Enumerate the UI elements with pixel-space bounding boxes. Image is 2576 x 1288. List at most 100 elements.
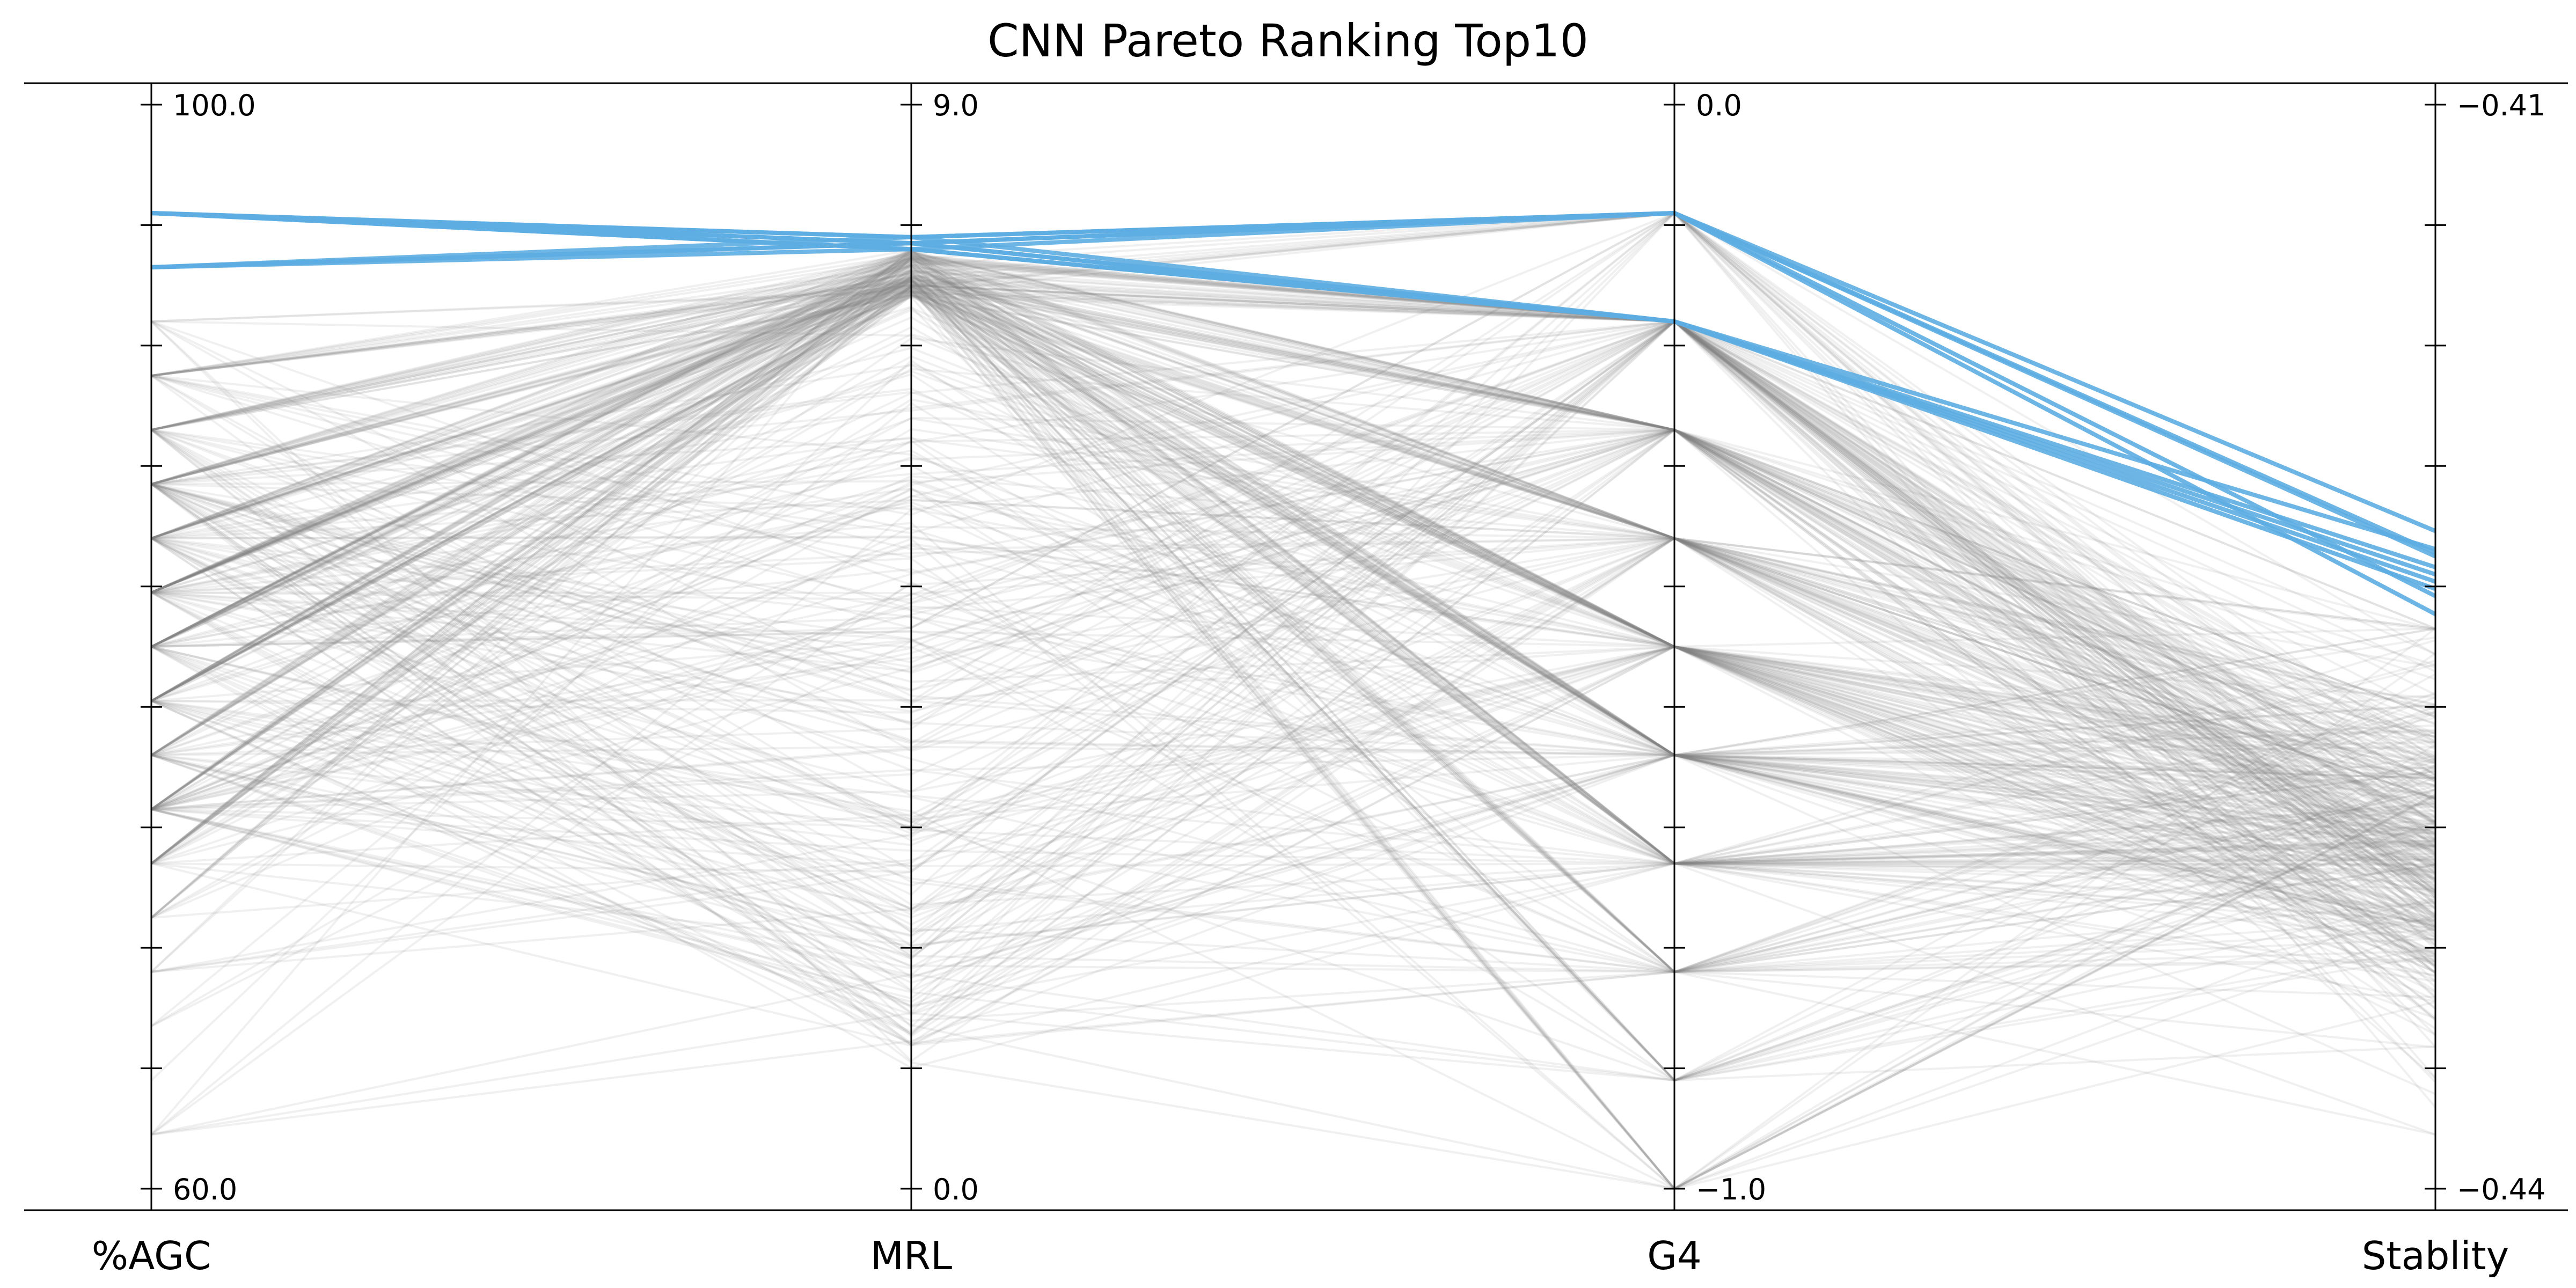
background-line: [151, 289, 2436, 1036]
background-line: [151, 428, 2436, 865]
background-line: [150, 320, 2436, 934]
background-line: [151, 753, 2436, 979]
frame-layer: [24, 82, 2568, 1211]
background-line: [151, 274, 2436, 743]
background-line: [151, 320, 2436, 945]
background-line: [151, 808, 2436, 865]
background-line: [151, 538, 2436, 1190]
background-line: [151, 255, 2436, 892]
background-line: [151, 449, 2436, 865]
background-lines: [150, 211, 2436, 1190]
background-line: [151, 437, 2436, 857]
background-line: [151, 254, 2436, 718]
background-line: [151, 537, 2436, 1082]
background-line: [151, 646, 2436, 984]
background-line: [151, 616, 2436, 757]
background-line: [150, 261, 2436, 865]
background-line: [151, 250, 2436, 764]
axis-min-label: 0.0: [933, 1173, 979, 1206]
background-line: [151, 295, 2436, 702]
background-line: [151, 286, 2436, 832]
background-line: [151, 211, 2436, 894]
chart-title: CNN Pareto Ranking Top10: [987, 14, 1589, 67]
background-line: [151, 253, 2436, 854]
background-line: [151, 264, 2436, 888]
background-line: [151, 456, 2436, 974]
background-line: [151, 320, 2436, 919]
background-line: [151, 254, 2436, 807]
background-line: [150, 368, 2436, 974]
background-line: [151, 272, 2436, 974]
background-line: [151, 258, 2436, 897]
background-line: [151, 428, 2436, 865]
background-line: [151, 284, 2436, 869]
background-line: [151, 428, 2436, 895]
background-line: [151, 537, 2436, 955]
background-line: [151, 320, 2436, 780]
background-line: [150, 429, 2436, 1046]
background-line: [151, 645, 2436, 1047]
background-line: [151, 251, 2436, 928]
background-line: [150, 278, 2436, 1190]
highlighted-line: [151, 241, 2436, 591]
background-line: [150, 266, 2436, 865]
background-line: [151, 282, 2436, 780]
background-line: [151, 591, 2436, 1009]
background-line: [151, 291, 2436, 882]
background-line: [151, 753, 2436, 970]
background-line: [151, 897, 2436, 1136]
background-line: [151, 281, 2436, 775]
background-line: [150, 290, 2436, 865]
background-line: [151, 265, 2436, 974]
background-line: [150, 276, 2436, 1079]
background-line: [150, 268, 2436, 756]
background-line: [151, 537, 2436, 978]
background-line: [150, 483, 2436, 933]
background-line: [151, 211, 2436, 896]
background-line: [150, 293, 2436, 890]
background-line: [151, 483, 2436, 974]
background-line: [151, 700, 2436, 974]
background-line: [151, 290, 2436, 745]
background-line: [151, 211, 2436, 800]
background-line: [151, 277, 2436, 929]
background-line: [151, 270, 2436, 1190]
background-line: [151, 428, 2436, 854]
background-line: [151, 537, 2436, 865]
background-line: [151, 274, 2436, 880]
background-line: [151, 264, 2436, 865]
background-line: [151, 639, 2436, 1007]
background-line: [151, 537, 2436, 974]
background-line: [151, 537, 2436, 922]
background-line: [151, 499, 2436, 889]
background-line: [151, 483, 2436, 757]
background-line: [151, 320, 2436, 843]
background-line: [151, 537, 2436, 969]
background-line: [151, 248, 2436, 863]
background-line: [151, 696, 2436, 974]
background-line: [150, 251, 2436, 973]
background-line: [150, 362, 2436, 837]
background-line: [151, 370, 2436, 808]
background-line: [151, 272, 2436, 757]
background-line: [151, 373, 2436, 883]
background-line: [151, 320, 2436, 975]
background-line: [151, 257, 2436, 942]
background-line: [150, 398, 2436, 938]
background-line: [150, 285, 2436, 919]
background-line: [151, 591, 2436, 779]
highlighted-line: [151, 210, 2436, 559]
background-line: [150, 284, 2436, 1190]
background-line: [151, 263, 2436, 861]
background-line: [151, 483, 2436, 757]
background-line: [150, 428, 2436, 962]
background-line: [151, 428, 2436, 1009]
background-line: [150, 320, 2436, 992]
background-line: [151, 537, 2436, 926]
background-line: [151, 292, 2436, 999]
background-line: [151, 283, 2436, 874]
background-line: [151, 320, 2436, 927]
background-line: [151, 251, 2436, 825]
axis-max-label: 100.0: [173, 89, 256, 122]
